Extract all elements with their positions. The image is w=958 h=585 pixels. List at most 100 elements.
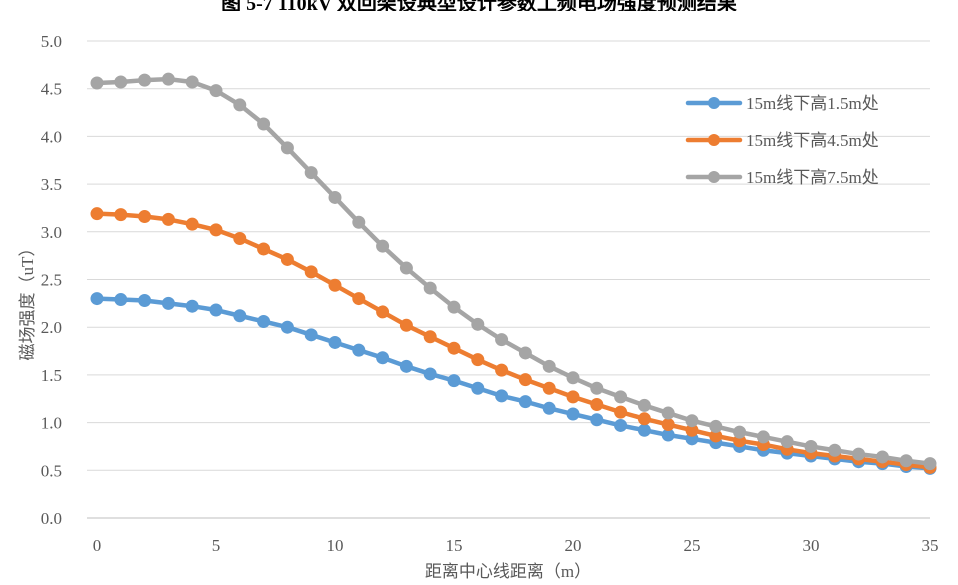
x-tick-label: 30 [803,536,820,555]
data-point [257,242,271,256]
data-point [661,418,675,432]
legend-item-2: 15m线下高4.5m处 [685,131,879,150]
y-tick-label: 0.0 [41,509,62,528]
data-point [614,390,628,404]
data-point [280,141,294,155]
data-point [661,406,675,420]
data-point [637,423,651,437]
data-point [352,292,366,306]
data-point [280,320,294,334]
legend-label: 15m线下高1.5m处 [746,94,879,113]
data-point [566,390,580,404]
data-point [304,166,318,180]
data-point [376,239,390,253]
legend-swatch-marker [708,134,720,146]
series-line [94,211,933,470]
data-point [138,210,152,224]
data-point [852,447,866,461]
y-tick-label: 0.5 [41,461,62,480]
data-point [399,261,413,275]
data-point [923,457,937,471]
data-point [185,299,199,313]
data-point [114,75,128,89]
data-point [733,425,747,439]
data-point [423,330,437,344]
data-point [90,207,104,221]
data-point [614,405,628,419]
data-point [161,212,175,226]
data-point [399,318,413,332]
data-point [257,117,271,131]
data-point [423,281,437,295]
figure-caption: 图 5-7 110kV 双回架设典型设计参数工频电场强度预测结果 [221,0,737,11]
data-point [471,317,485,331]
data-point [90,292,104,306]
legend-label: 15m线下高4.5m处 [746,131,879,150]
data-point [161,296,175,310]
data-point [376,305,390,319]
data-point [495,333,509,347]
y-tick-label: 1.0 [41,414,62,433]
y-axis-title: 磁场强度（uT） [18,240,37,361]
data-point [875,450,889,464]
data-point [899,454,913,468]
data-point [828,443,842,457]
data-point [328,335,342,349]
data-point [495,389,509,403]
gridlines [87,40,930,519]
data-point [542,381,556,395]
data-point [90,76,104,90]
y-tick-label: 4.0 [41,127,62,146]
legend-item-3: 15m线下高7.5m处 [685,168,879,187]
data-point [304,328,318,342]
data-point [138,73,152,87]
y-tick-label: 4.5 [41,80,62,99]
data-point [447,341,461,355]
data-point [447,300,461,314]
data-point [185,217,199,231]
data-point [518,373,532,387]
data-point [185,75,199,89]
data-point [804,439,818,453]
data-point [376,351,390,365]
series-layer [90,72,937,475]
series-3 [90,72,937,471]
data-point [209,84,223,98]
data-point [518,346,532,360]
data-point [114,208,128,222]
data-point [304,265,318,279]
y-tick-label: 1.5 [41,366,62,385]
data-point [709,419,723,433]
legend: 15m线下高1.5m处 15m线下高4.5m处 15m线下高7.5m处 [685,94,879,187]
data-point [542,401,556,415]
data-point [423,367,437,381]
data-point [352,343,366,357]
data-point [756,430,770,444]
data-point [233,98,247,112]
data-point [590,397,604,411]
data-point [590,381,604,395]
data-point [685,414,699,428]
y-tick-label: 2.0 [41,318,62,337]
data-point [114,293,128,307]
x-tick-label: 10 [327,536,344,555]
legend-swatch-marker [708,97,720,109]
data-point [257,314,271,328]
x-tick-label: 15 [446,536,463,555]
x-tick-label: 0 [93,536,102,555]
series-2 [90,207,937,474]
y-tick-label: 3.5 [41,175,62,194]
data-point [780,435,794,449]
data-point [328,278,342,292]
x-tick-label: 5 [212,536,221,555]
data-point [637,412,651,426]
data-point [352,215,366,229]
axes: 0.0 0.5 1.0 1.5 2.0 2.5 3.0 3.5 4.0 4.5 5.0 0 5 10 15 2… [41,32,939,555]
data-point [566,407,580,421]
legend-label: 15m线下高7.5m处 [746,168,879,187]
data-point [614,418,628,432]
data-point [495,363,509,377]
series-line [94,296,933,471]
data-point [637,398,651,412]
